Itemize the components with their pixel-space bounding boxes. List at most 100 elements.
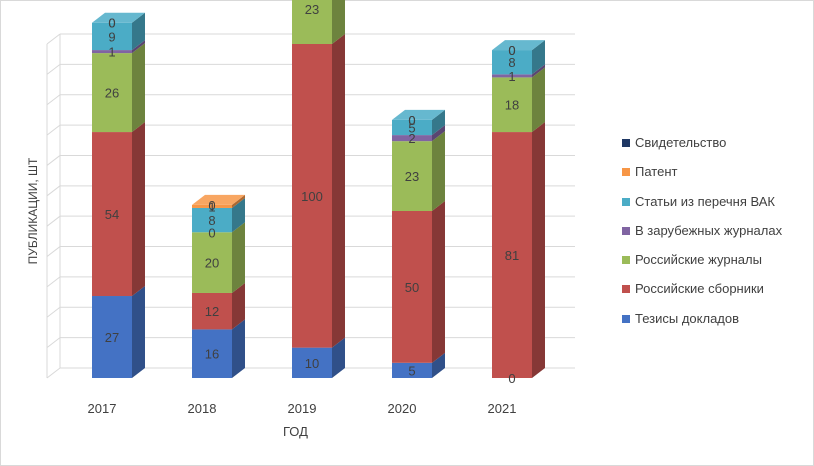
bar-segment-side: [232, 222, 245, 293]
bar-segment-front: [492, 74, 532, 78]
data-label: 50: [405, 280, 419, 295]
legend-swatch: [622, 139, 630, 147]
chart-legend: Свидетельство Патент Статьи из перечня ВАК…: [622, 134, 812, 339]
data-label: 0: [108, 16, 115, 31]
legend-swatch: [622, 314, 630, 323]
bar-segment-front: [92, 22, 132, 51]
bar-segment-front: [492, 77, 532, 133]
data-label: 26: [105, 86, 119, 101]
bar-segment-front: [392, 141, 432, 211]
bar-segment-front: [192, 329, 232, 378]
data-label: 9: [108, 29, 115, 44]
data-label: 0: [208, 225, 215, 240]
data-labels: 2754261900161220081010100230901550232500…: [105, 2, 519, 386]
bar-segment-front: [92, 50, 132, 54]
bar-segment-front: [392, 135, 432, 142]
bar-segment-side: [332, 0, 345, 44]
legend-label: Российские журналы: [635, 252, 762, 268]
data-label: 5: [408, 121, 415, 136]
x-tick-labels: 2017 2018 2019 2020 2021: [88, 401, 517, 416]
bar-top-cap: [92, 12, 145, 23]
bar-top-cap: [392, 109, 445, 120]
bar-segment-side: [332, 34, 345, 348]
bar-segment-side: [132, 43, 145, 133]
bar-segment-front: [292, 347, 332, 378]
bars: [92, 0, 545, 379]
bar-segment-side: [332, 337, 345, 378]
legend-label: Российские сборники: [635, 281, 764, 297]
data-label: 20: [205, 256, 219, 271]
gridline-side: [46, 155, 61, 166]
bar-segment-side: [132, 122, 145, 297]
bar-segment-front: [392, 362, 432, 378]
bar-segment-side: [232, 282, 245, 330]
data-label: 54: [105, 207, 119, 222]
gridline-side: [46, 33, 61, 45]
data-label: 16: [205, 347, 219, 362]
bar-segment-front: [292, 44, 332, 348]
data-label: 18: [505, 98, 519, 113]
bar-segment-side: [532, 40, 545, 75]
bar-segment-front: [92, 132, 132, 297]
x-tick-label: 2020: [388, 401, 417, 416]
legend-item: Патент: [622, 163, 812, 192]
data-label: 0: [108, 16, 115, 31]
data-label: 0: [508, 43, 515, 58]
bar-segment-front: [492, 132, 532, 378]
data-label: 8: [208, 213, 215, 228]
data-label: 27: [105, 330, 119, 345]
gridline-side: [46, 337, 61, 349]
data-label: 5: [408, 363, 415, 378]
gridline-side: [46, 215, 61, 227]
legend-item: Российские журналы: [622, 251, 812, 280]
bar-top-cap: [492, 40, 545, 51]
legend-label: Патент: [635, 164, 678, 180]
data-label: 81: [505, 248, 519, 263]
bar-segment-side: [132, 12, 145, 51]
bar-segment-front: [192, 207, 232, 233]
legend-item: Тезисы докладов: [622, 310, 812, 339]
data-label: 1: [108, 45, 115, 60]
x-tick-label: 2018: [188, 401, 217, 416]
data-label: 8: [508, 55, 515, 70]
legend-swatch: [622, 197, 630, 206]
legend-swatch: [622, 226, 630, 235]
bar-segment-side: [532, 122, 545, 379]
x-tick-label: 2021: [488, 401, 517, 416]
bar-segment-front: [292, 0, 332, 45]
bar-top-cap: [192, 194, 245, 205]
gridline-side: [46, 306, 61, 318]
bar-segment-side: [532, 64, 545, 78]
legend-swatch: [622, 285, 630, 294]
data-label: 23: [405, 169, 419, 184]
bar-segment-front: [92, 53, 132, 133]
x-tick-label: 2019: [288, 401, 317, 416]
bar-segment-front: [192, 204, 232, 208]
gridline-side: [46, 246, 61, 257]
gridline-side: [46, 94, 61, 106]
bar-segment-front: [192, 292, 232, 330]
data-label: 10: [305, 356, 319, 371]
bar-segment-front: [392, 211, 432, 363]
bar-segment-side: [132, 286, 145, 378]
x-axis-title: ГОД: [283, 424, 308, 439]
legend-item: Свидетельство: [622, 134, 812, 163]
data-label: 1: [208, 199, 215, 214]
legend-item: Статьи из перечня ВАК: [622, 193, 812, 222]
x-tick-label: 2017: [88, 401, 117, 416]
legend-swatch: [622, 168, 630, 177]
bar-segment-side: [232, 194, 245, 208]
bar-segment-side: [432, 201, 445, 363]
bar-segment-side: [432, 109, 445, 136]
data-label: 12: [205, 304, 219, 319]
data-label: 1: [508, 69, 515, 84]
legend-label: Тезисы докладов: [635, 310, 740, 326]
data-label: 0: [508, 43, 515, 58]
gridline-side: [46, 63, 61, 75]
bar-segment-front: [92, 296, 132, 378]
bar-segment-front: [492, 50, 532, 75]
data-label: 2: [408, 131, 415, 146]
data-label: 0: [408, 113, 415, 128]
bar-segment-side: [232, 319, 245, 378]
